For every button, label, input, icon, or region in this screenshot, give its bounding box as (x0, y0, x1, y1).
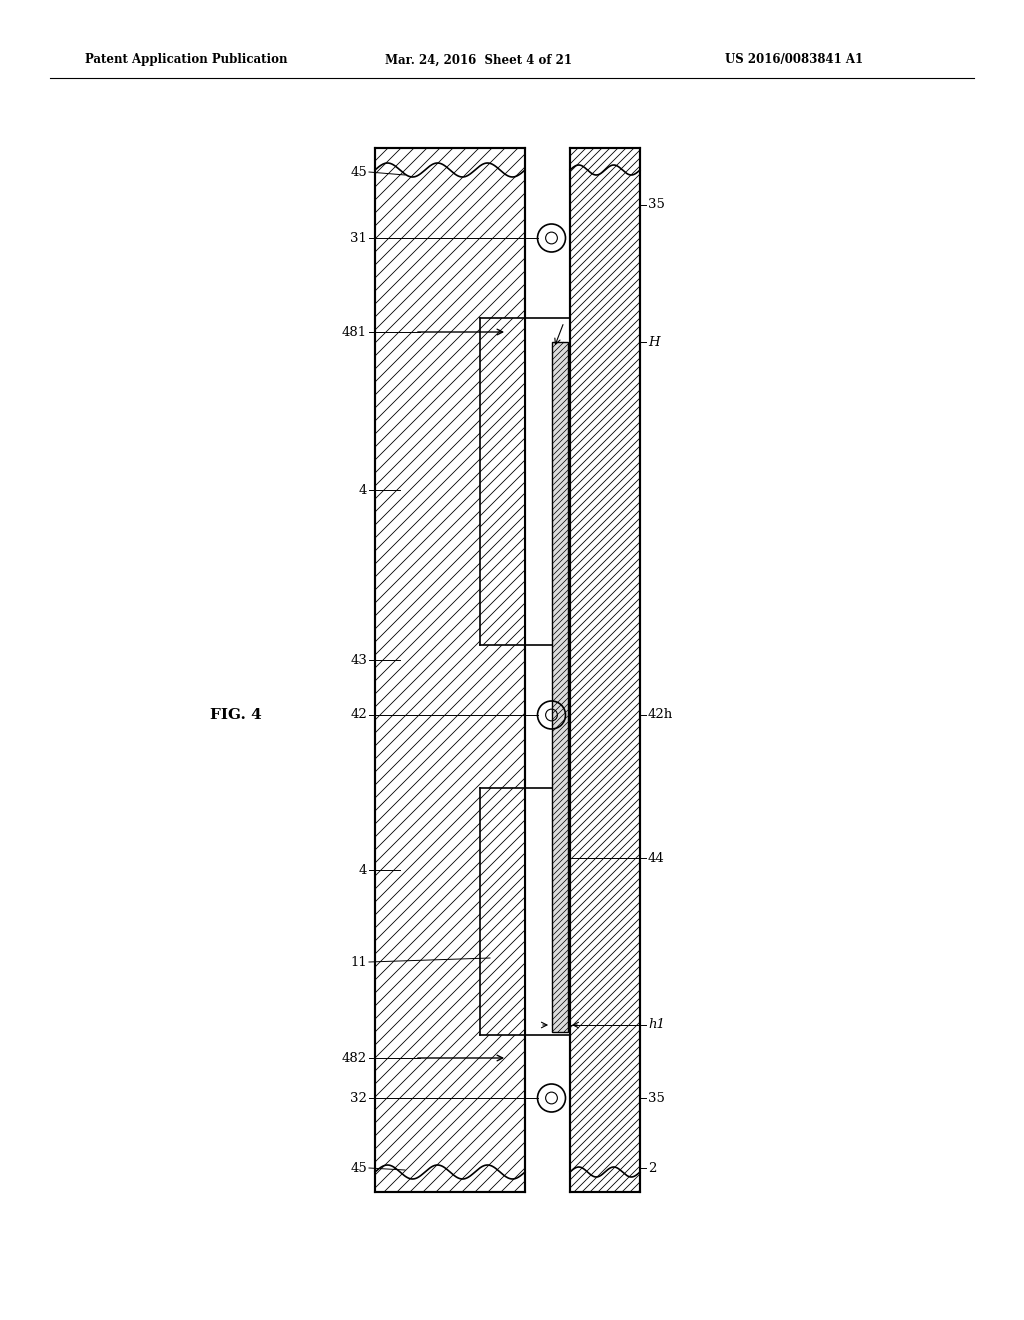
Text: 42: 42 (350, 709, 367, 722)
Text: 2: 2 (648, 1162, 656, 1175)
Text: 42h: 42h (648, 709, 673, 722)
Bar (552, 342, 568, 1032)
Text: 45: 45 (350, 165, 367, 178)
Text: 45: 45 (350, 1162, 367, 1175)
Text: Patent Application Publication: Patent Application Publication (85, 54, 288, 66)
Text: Mar. 24, 2016  Sheet 4 of 21: Mar. 24, 2016 Sheet 4 of 21 (385, 54, 572, 66)
Text: 35: 35 (648, 1092, 665, 1105)
Bar (570, 148, 640, 1192)
Text: 4: 4 (358, 483, 367, 496)
Text: 32: 32 (350, 1092, 367, 1105)
Text: US 2016/0083841 A1: US 2016/0083841 A1 (725, 54, 863, 66)
Bar (480, 788, 525, 1035)
Text: 481: 481 (342, 326, 367, 338)
Text: FIG. 4: FIG. 4 (210, 708, 262, 722)
Text: 482: 482 (342, 1052, 367, 1064)
Text: 35: 35 (648, 198, 665, 211)
Text: 11: 11 (350, 956, 367, 969)
Text: h1: h1 (648, 1019, 665, 1031)
Text: 4: 4 (358, 863, 367, 876)
Text: 31: 31 (350, 231, 367, 244)
Text: 43: 43 (350, 653, 367, 667)
Bar (375, 148, 525, 1192)
Bar (480, 318, 525, 645)
Text: 44: 44 (648, 851, 665, 865)
Text: H: H (648, 335, 659, 348)
